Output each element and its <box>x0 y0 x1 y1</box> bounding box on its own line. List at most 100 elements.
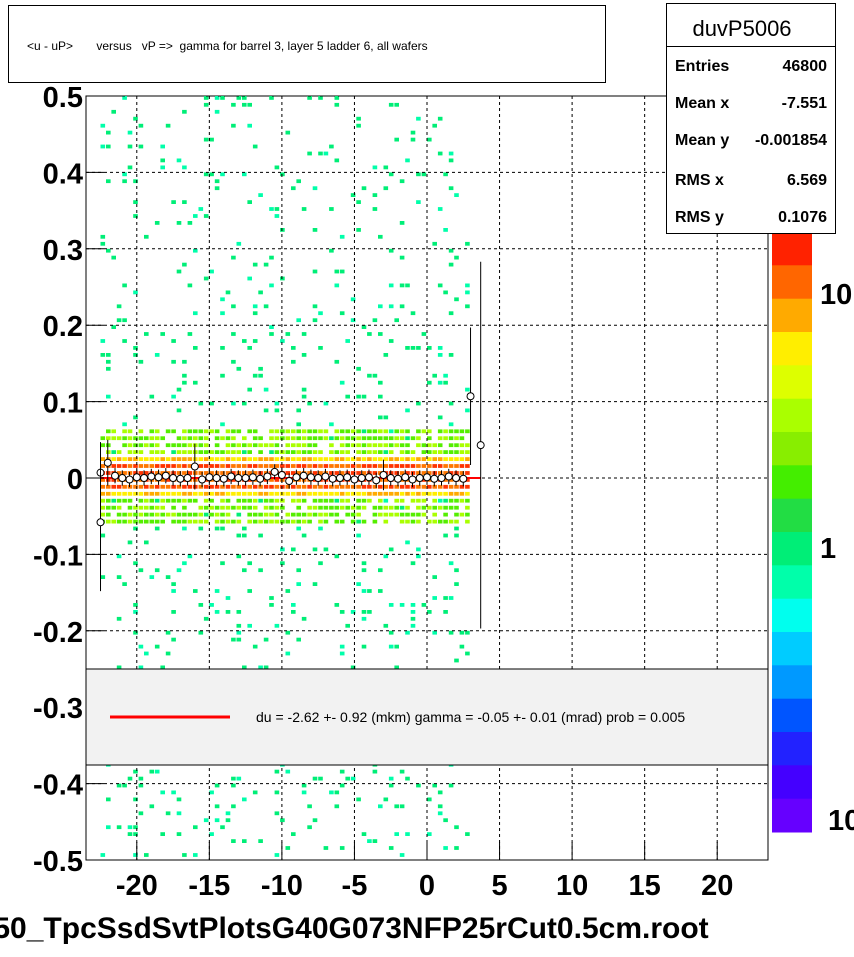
heatmap-cell <box>356 582 361 586</box>
heatmap-cell <box>263 498 269 503</box>
heatmap-cell <box>361 589 367 593</box>
heatmap-cell <box>383 464 389 468</box>
heatmap-cell <box>269 450 274 454</box>
heatmap-cell <box>274 505 280 510</box>
heatmap-cell <box>182 359 187 364</box>
heatmap-cell <box>291 186 296 191</box>
heatmap-cell <box>291 547 296 552</box>
heatmap-cell <box>269 478 274 482</box>
heatmap-cell <box>405 464 410 468</box>
heatmap-cell <box>138 457 144 461</box>
heatmap-cell <box>187 554 193 559</box>
heatmap-cell <box>106 130 111 135</box>
profile-point <box>393 474 402 483</box>
heatmap-cell <box>437 380 443 385</box>
heatmap-cell <box>421 464 427 468</box>
heatmap-cell <box>160 165 165 170</box>
heatmap-cell <box>312 818 318 823</box>
heatmap-cell <box>394 436 399 441</box>
heatmap-cell <box>361 519 367 524</box>
heatmap-cell <box>160 505 165 510</box>
y-tick-label: 0 <box>67 464 83 496</box>
heatmap-cell <box>345 443 350 448</box>
heatmap-cell <box>154 443 160 448</box>
heatmap-cell <box>345 429 350 434</box>
heatmap-cell <box>280 561 285 566</box>
heatmap-cell <box>111 325 116 329</box>
heatmap-cell <box>339 644 345 649</box>
heatmap-cell <box>171 339 176 343</box>
heatmap-cell <box>198 457 204 461</box>
heatmap-cell <box>122 498 127 503</box>
profile-point <box>430 474 439 483</box>
heatmap-cell <box>252 644 258 649</box>
heatmap-cell <box>312 457 318 461</box>
heatmap-cell <box>236 457 242 461</box>
heatmap-cell <box>133 769 138 774</box>
heatmap-cell <box>165 484 171 489</box>
heatmap-cell <box>106 443 111 448</box>
heatmap-cell <box>388 436 394 441</box>
profile-point <box>161 471 170 480</box>
heatmap-cell <box>454 533 459 538</box>
heatmap-cell <box>231 484 236 489</box>
heatmap-cell <box>432 575 437 579</box>
heatmap-cell <box>410 491 416 496</box>
heatmap-cell <box>312 228 318 232</box>
heatmap-cell <box>171 394 176 399</box>
heatmap-cell <box>399 450 405 454</box>
heatmap-cell <box>209 512 214 517</box>
heatmap-cell <box>231 471 236 475</box>
heatmap-cell <box>459 491 465 496</box>
heatmap-cell <box>209 484 214 489</box>
profile-point <box>401 473 410 482</box>
heatmap-cell <box>329 464 334 468</box>
heatmap-cell <box>280 498 285 503</box>
heatmap-cell <box>356 471 361 475</box>
heatmap-cell <box>301 443 307 448</box>
x-tick-label: -5 <box>342 870 368 902</box>
heatmap-cell <box>127 165 133 170</box>
heatmap-cell <box>252 339 258 343</box>
heatmap-cell <box>465 290 470 295</box>
heatmap-cell <box>149 484 155 489</box>
heatmap-cell <box>133 179 138 184</box>
heatmap-cell <box>334 429 340 434</box>
heatmap-cell <box>432 241 437 246</box>
heatmap-cell <box>165 491 171 496</box>
heatmap-cell <box>274 443 280 448</box>
heatmap-cell <box>100 853 106 857</box>
heatmap-cell <box>427 443 432 448</box>
heatmap-cell <box>437 790 443 795</box>
heatmap-cell <box>405 346 410 350</box>
heatmap-cell <box>459 436 465 441</box>
heatmap-cell <box>252 790 258 795</box>
heatmap-cell <box>133 630 138 635</box>
heatmap-cell <box>209 505 214 510</box>
heatmap-cell <box>291 450 296 454</box>
heatmap-cell <box>448 248 454 253</box>
heatmap-cell <box>154 526 160 531</box>
heatmap-cell <box>171 484 176 489</box>
heatmap-cell <box>182 484 187 489</box>
palette-swatch <box>772 565 812 600</box>
heatmap-cell <box>220 526 225 531</box>
heatmap-cell <box>394 429 399 434</box>
heatmap-cell <box>291 484 296 489</box>
heatmap-cell <box>116 665 122 670</box>
heatmap-cell <box>203 137 209 142</box>
heatmap-cell <box>182 853 187 857</box>
heatmap-cell <box>334 464 340 468</box>
heatmap-cell <box>301 332 307 336</box>
heatmap-cell <box>405 283 410 288</box>
x-tick-label: 0 <box>419 870 435 902</box>
heatmap-cell <box>122 519 127 524</box>
x-tick-labels: -20 -15 -10 -5 0 5 10 15 20 <box>116 870 734 902</box>
heatmap-cell <box>193 311 198 316</box>
palette-label: 10 <box>820 279 852 311</box>
heatmap-cell <box>165 123 171 128</box>
heatmap-cell <box>198 603 204 607</box>
heatmap-cell <box>361 471 367 475</box>
heatmap-cell <box>214 443 220 448</box>
heatmap-cell <box>372 436 378 441</box>
